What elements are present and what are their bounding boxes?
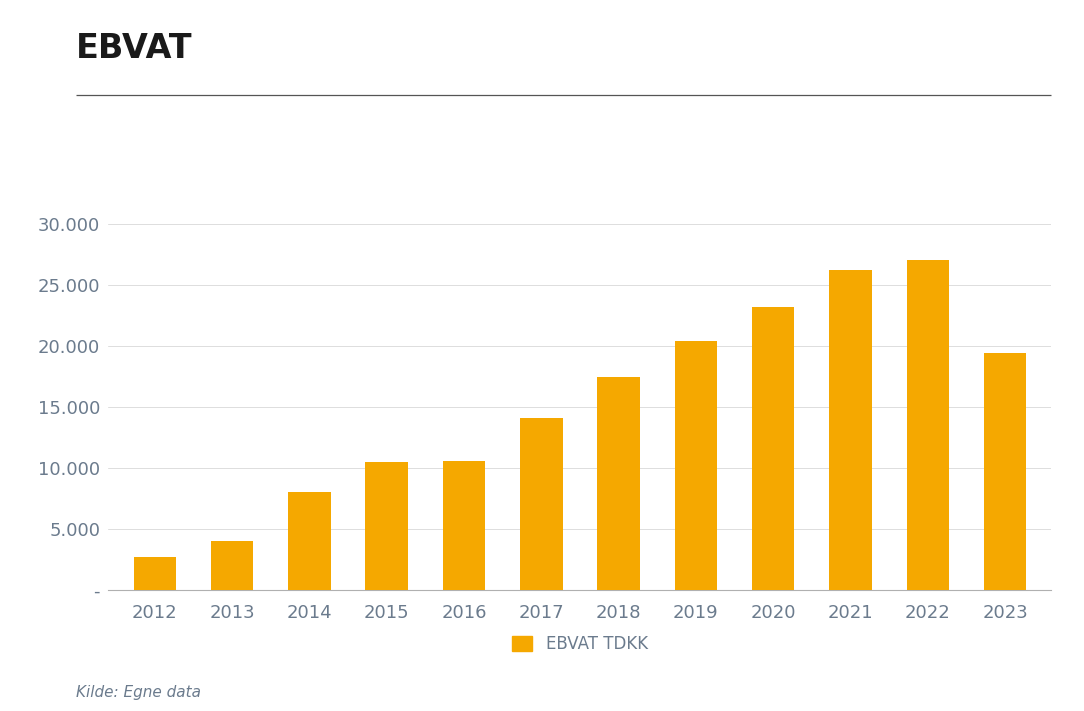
Bar <box>520 418 563 590</box>
Bar <box>906 260 950 590</box>
Bar <box>210 541 254 590</box>
Legend: EBVAT TDKK: EBVAT TDKK <box>505 629 655 660</box>
Bar <box>984 353 1027 590</box>
Bar <box>597 378 640 590</box>
Text: Kilde: Egne data: Kilde: Egne data <box>76 685 201 700</box>
Bar <box>829 270 872 590</box>
Text: EBVAT: EBVAT <box>76 32 192 65</box>
Bar <box>288 492 331 590</box>
Bar <box>133 557 176 590</box>
Bar <box>365 462 408 590</box>
Bar <box>674 341 718 590</box>
Bar <box>752 306 795 590</box>
Bar <box>442 461 486 590</box>
